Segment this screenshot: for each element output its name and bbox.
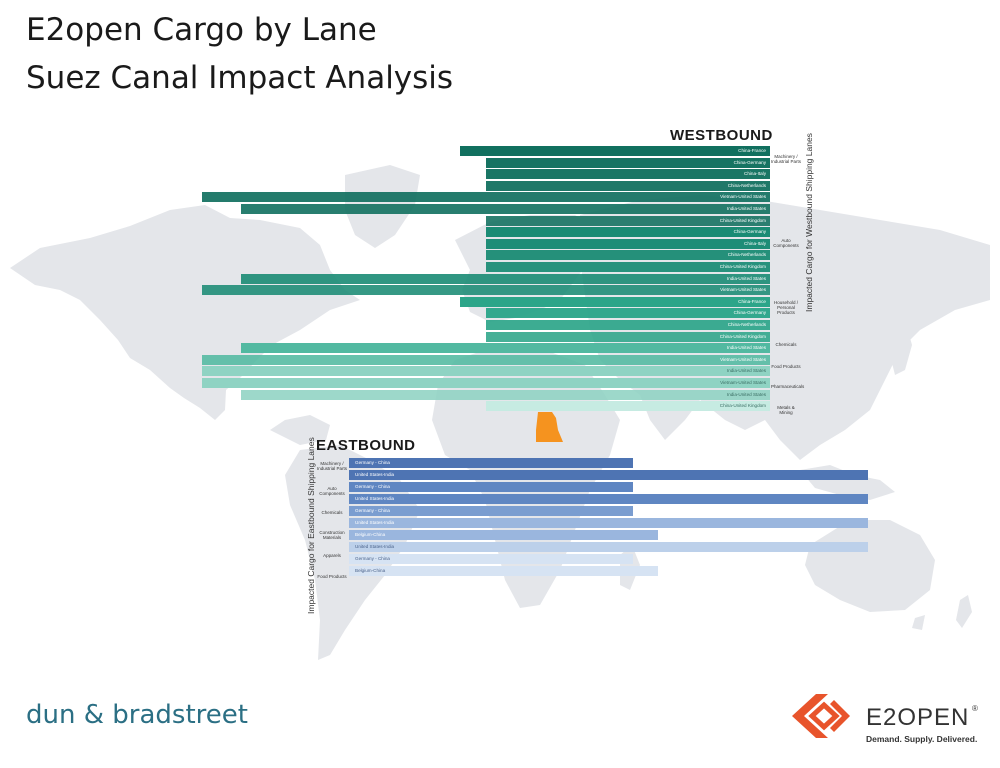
westbound-category-label: Food Products — [771, 364, 801, 369]
westbound-bar — [486, 401, 770, 412]
eastbound-bar — [349, 530, 658, 540]
eastbound-bar — [349, 518, 868, 528]
westbound-lane-label: China-United Kingdom — [719, 333, 766, 339]
westbound-lane-label: China-Germany — [733, 159, 766, 165]
westbound-bar — [460, 296, 770, 307]
westbound-lane-label: Vietnam-United States — [720, 380, 766, 385]
dun-bradstreet-logo: dun & bradstreet — [26, 700, 248, 730]
eastbound-lane-label: United States-India — [355, 496, 395, 501]
westbound-lane-label: Vietnam-United States — [720, 194, 766, 200]
westbound-category-label: Metals & Mining — [777, 405, 795, 415]
eastbound-bar — [349, 470, 868, 480]
westbound-lane-label: China-Netherlands — [727, 252, 766, 258]
westbound-bar — [202, 285, 770, 296]
westbound-bar — [241, 204, 770, 214]
westbound-bar — [241, 273, 770, 284]
eastbound-category-label: Apparels — [323, 553, 341, 558]
westbound-bar — [486, 157, 770, 168]
westbound-axis-label: Impacted Cargo for Westbound Shipping La… — [804, 133, 814, 312]
westbound-bar — [202, 192, 770, 203]
e2open-wordmark: E2OPEN — [866, 704, 970, 731]
westbound-lane-label: China-Italy — [744, 240, 766, 246]
westbound-category-label: Machinery / Industrial Parts — [771, 154, 802, 164]
eastbound-category-label: Auto Components — [319, 486, 345, 496]
chart-title-line-1: E2open Cargo by Lane — [26, 12, 377, 48]
westbound-bar — [241, 343, 770, 354]
westbound-lane-label: China-France — [738, 298, 766, 304]
e2open-tagline: Demand. Supply. Delivered. — [866, 734, 978, 744]
westbound-lane-label: China-United Kingdom — [719, 217, 766, 223]
westbound-lane-label: China-Italy — [744, 171, 766, 177]
westbound-lane-label: China-Germany — [733, 229, 766, 235]
eastbound-bar — [349, 542, 868, 552]
westbound-bar — [486, 215, 770, 226]
eastbound-bar — [349, 494, 868, 504]
eastbound-lane-label: Germany - China — [355, 460, 390, 465]
eastbound-axis-label: Impacted Cargo for Eastbound Shipping La… — [306, 437, 316, 614]
eastbound-lane-label: Germany - China — [355, 508, 390, 513]
eastbound-category-label: Machinery / Industrial Parts — [316, 461, 347, 471]
e2open-logo-icon — [792, 694, 850, 738]
eastbound-lane-label: Germany - China — [355, 484, 390, 489]
westbound-bar — [486, 331, 770, 342]
westbound-lane-label: India-United States — [726, 345, 766, 351]
australia-shape — [805, 520, 935, 612]
eastbound-category-label: Chemicals — [321, 510, 343, 515]
westbound-lane-label: Vietnam-United States — [720, 287, 766, 293]
eastbound-bar — [349, 482, 634, 492]
eastbound-heading: EASTBOUND — [316, 437, 416, 454]
north-america-shape — [10, 205, 360, 420]
westbound-bar — [202, 378, 770, 388]
westbound-category-label: Chemicals — [775, 342, 797, 347]
eastbound-lane-label: Belgium-China — [355, 568, 386, 573]
westbound-bar — [486, 262, 770, 272]
westbound-category-label: Auto Components — [773, 238, 799, 248]
eastbound-lane-label: United States-India — [355, 472, 395, 477]
eastbound-lane-label: United States-India — [355, 544, 395, 549]
westbound-lane-label: India-United States — [726, 275, 766, 281]
westbound-bar — [486, 250, 770, 261]
westbound-lane-label: China-United Kingdom — [719, 403, 766, 409]
eastbound-category-label: Food Products — [317, 574, 347, 579]
eastbound-lane-label: Germany - China — [355, 556, 390, 561]
eastbound-category-label: Construction Materials — [319, 530, 345, 540]
e2open-registered-mark: ® — [972, 704, 978, 713]
eastbound-bar — [349, 554, 634, 564]
westbound-lane-label: China-Germany — [733, 310, 766, 316]
eastbound-bar — [349, 566, 658, 576]
eastbound-bar — [349, 506, 634, 516]
westbound-bar — [241, 389, 770, 400]
westbound-lane-label: China-France — [738, 148, 766, 153]
chart-title-line-2: Suez Canal Impact Analysis — [26, 60, 454, 96]
westbound-lane-label: China-Netherlands — [727, 182, 766, 188]
westbound-bar — [486, 308, 770, 319]
westbound-bar — [486, 180, 770, 191]
westbound-bar — [486, 169, 770, 180]
westbound-category-label: Pharmaceuticals — [771, 384, 805, 389]
westbound-lane-label: China-Netherlands — [727, 322, 766, 327]
westbound-bar — [486, 227, 770, 238]
westbound-bar — [460, 146, 770, 156]
westbound-bar — [202, 354, 770, 365]
westbound-category-label: Household / Personal Products — [773, 300, 799, 315]
westbound-lane-label: India-United States — [726, 206, 766, 211]
westbound-lane-label: Vietnam-United States — [720, 356, 766, 362]
eastbound-lane-label: Belgium-China — [355, 532, 386, 537]
eastbound-lane-label: United States-India — [355, 520, 395, 525]
westbound-lane-label: China-United Kingdom — [719, 264, 766, 269]
westbound-bar — [486, 320, 770, 330]
eastbound-bar — [349, 458, 634, 468]
westbound-heading: WESTBOUND — [670, 127, 773, 144]
westbound-lane-label: India-United States — [726, 391, 766, 397]
westbound-bar — [486, 238, 770, 249]
westbound-lane-label: India-United States — [726, 368, 766, 374]
westbound-bar — [202, 366, 770, 377]
egypt-highlight — [536, 412, 563, 442]
